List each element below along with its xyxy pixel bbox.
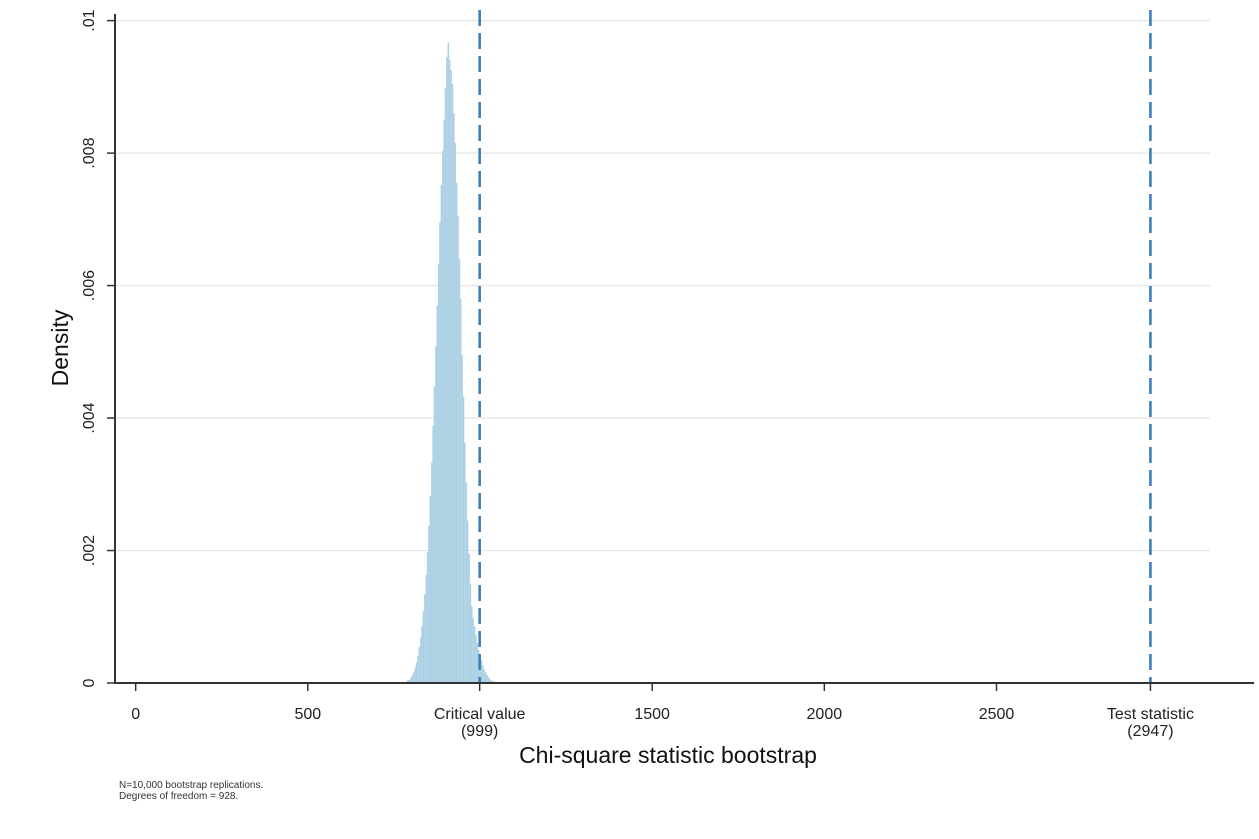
histogram-bar xyxy=(428,525,430,684)
histogram-bar xyxy=(459,298,462,684)
reference-line-value-label: (2947) xyxy=(1127,723,1173,740)
histogram-bar xyxy=(486,674,488,684)
histogram-bar xyxy=(470,606,473,684)
x-tick-label: 2000 xyxy=(807,706,843,723)
y-axis-title: Density xyxy=(47,309,73,386)
histogram-bar xyxy=(468,553,470,684)
footnote-line-1: N=10,000 bootstrap replications. xyxy=(119,780,264,791)
x-tick-label: 2500 xyxy=(979,706,1015,723)
histogram-bar xyxy=(461,354,463,684)
histogram-bar xyxy=(422,611,425,684)
histogram-bar xyxy=(430,462,433,684)
x-tick-label: 500 xyxy=(294,706,321,723)
histogram-bar xyxy=(464,443,466,684)
histogram-bar xyxy=(444,88,447,684)
histogram-bar xyxy=(452,113,455,684)
histogram-bar xyxy=(421,625,423,684)
histogram-bar xyxy=(413,671,415,684)
axes xyxy=(107,14,1254,691)
histogram-bar xyxy=(472,617,474,684)
histogram-bar xyxy=(439,222,441,684)
histogram-bar xyxy=(429,496,432,684)
histogram-bar xyxy=(437,263,440,684)
histogram-bar xyxy=(411,674,414,684)
histogram-bar xyxy=(466,520,469,684)
histogram-bar xyxy=(457,215,459,684)
histogram-bar xyxy=(418,647,421,684)
histogram-bar xyxy=(455,182,458,684)
footnote-line-2: Degrees of freedom = 928. xyxy=(119,791,239,802)
tick-labels: 0 .002 .004 .006 .008 .01 0 500 1500 2000 2500 Crit… xyxy=(81,9,1194,740)
histogram-bar xyxy=(458,258,461,684)
histogram-bar xyxy=(424,594,426,684)
x-tick-label: 1500 xyxy=(634,706,670,723)
histogram-bar xyxy=(450,70,452,684)
histogram-bar xyxy=(469,583,472,684)
histogram-bar xyxy=(440,184,443,684)
histogram-bar xyxy=(441,150,444,684)
histogram-bar xyxy=(447,42,450,684)
histogram-bar xyxy=(433,386,436,684)
histogram-bar xyxy=(448,60,451,684)
histogram-bar xyxy=(473,626,476,684)
y-tick-label: .004 xyxy=(81,402,98,433)
histogram-bar xyxy=(436,305,439,684)
histogram-bar xyxy=(414,667,417,684)
x-tick-label: 0 xyxy=(131,706,140,723)
reference-line-value-label: (999) xyxy=(461,723,498,740)
histogram-bars xyxy=(406,42,495,684)
histogram-bar xyxy=(425,574,428,684)
histogram-bar xyxy=(462,396,465,684)
reference-line-label: Test statistic xyxy=(1107,706,1194,723)
reference-line-label: Critical value xyxy=(434,706,526,723)
y-tick-label: .006 xyxy=(81,270,98,301)
histogram-bar xyxy=(415,662,418,684)
histogram-bar xyxy=(446,56,448,684)
y-tick-label: .002 xyxy=(81,535,98,566)
reference-lines xyxy=(478,10,1152,683)
histogram-bar xyxy=(483,668,485,684)
histogram-bar xyxy=(481,664,484,684)
histogram-bar xyxy=(476,643,479,684)
histogram-bar xyxy=(443,119,446,684)
histogram-bar xyxy=(435,346,437,684)
histogram-bar xyxy=(432,425,435,684)
y-tick-label: .01 xyxy=(81,9,98,31)
histogram-bar xyxy=(454,143,457,684)
histogram-bar xyxy=(419,637,422,684)
y-tick-label: .008 xyxy=(81,137,98,168)
histogram-bar xyxy=(426,552,429,684)
footnote: N=10,000 bootstrap replications. Degrees… xyxy=(119,780,263,802)
histogram-bar xyxy=(451,84,454,684)
histogram-bar xyxy=(417,655,419,684)
grid xyxy=(115,19,1210,552)
histogram-bar xyxy=(475,635,477,684)
histogram-bar xyxy=(484,672,487,684)
y-tick-label: 0 xyxy=(81,678,98,687)
histogram-bar xyxy=(465,482,468,684)
x-axis-title: Chi-square statistic bootstrap xyxy=(519,742,817,768)
